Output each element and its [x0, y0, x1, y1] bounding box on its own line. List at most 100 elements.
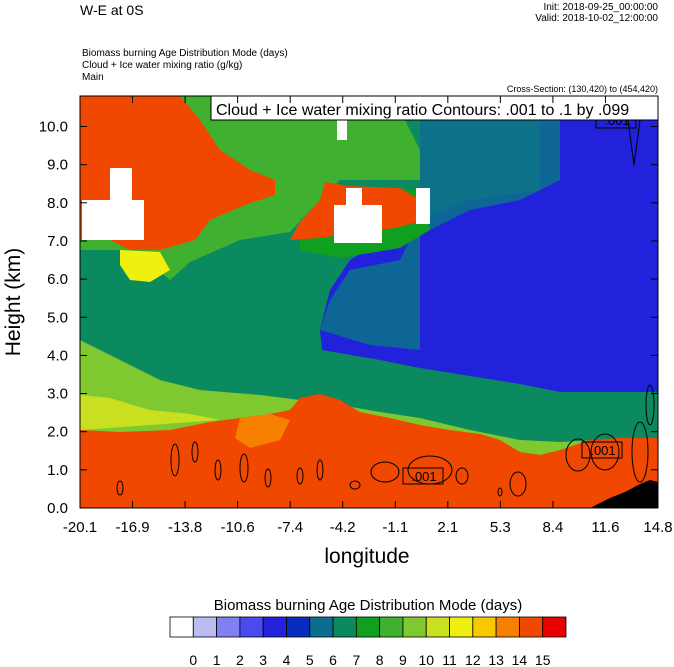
contour-info-box: [210, 95, 659, 121]
y-tick-label: 0.0: [47, 500, 68, 517]
init-time: Init: 2018-09-25_00:00:00: [543, 2, 658, 13]
colorbar-label: 7: [352, 652, 360, 667]
contour-value-label: .001: [411, 469, 436, 484]
terrain: [590, 480, 658, 508]
x-axis-title: longitude: [324, 545, 409, 568]
cloud-contours: [116, 119, 655, 497]
colorbar-label: 1: [213, 652, 221, 667]
colorbar-label: 9: [399, 652, 407, 667]
colorbar-swatch: [286, 616, 311, 638]
colorbar-swatch: [169, 616, 194, 638]
colorbar-label: 15: [535, 652, 551, 667]
x-tick-label: 5.3: [490, 519, 511, 536]
colorbar-label: 13: [488, 652, 504, 667]
contour-line: [116, 480, 124, 496]
colorbar-swatch: [449, 616, 474, 638]
field-region-yellowgreen-west: [80, 395, 220, 430]
colorbar-swatch: [519, 616, 544, 638]
contour-line: [590, 433, 620, 471]
contour-line: [349, 480, 361, 490]
contour-line: [296, 467, 304, 485]
y-tick-label: 4.0: [47, 347, 68, 364]
contour-value-box: [402, 467, 444, 485]
field-line-3: Main: [82, 72, 104, 83]
filled-contour-field: [80, 96, 658, 508]
y-tick-label: 7.0: [47, 233, 68, 250]
colorbar-swatch: [332, 616, 357, 638]
x-tick-label: -4.2: [330, 519, 356, 536]
colorbar-swatch: [262, 616, 287, 638]
field-region-teal: [320, 96, 560, 350]
x-tick-label: 11.6: [591, 519, 619, 536]
x-tick-label: -1.1: [382, 519, 408, 536]
field-region-yellow: [120, 250, 170, 282]
y-tick-label: 2.0: [47, 424, 68, 441]
y-tick-label: 1.0: [47, 462, 68, 479]
colorbar-swatch: [495, 616, 520, 638]
field-region-white-5: [416, 188, 430, 224]
colorbar-swatch: [192, 616, 217, 638]
colorbar-label: 2: [236, 652, 244, 667]
colorbar-label: 3: [259, 652, 267, 667]
colorbar-title: Biomass burning Age Distribution Mode (d…: [214, 597, 522, 614]
colorbar-label: 6: [329, 652, 337, 667]
colorbar-label: 12: [465, 652, 481, 667]
field-line-2: Cloud + Ice water mixing ratio (g/kg): [82, 60, 243, 71]
contour-info-label: Cloud + Ice water mixing ratio Contours:…: [216, 102, 629, 119]
field-region-white-3: [334, 205, 382, 243]
y-tick-label: 5.0: [47, 309, 68, 326]
contour-line: [631, 421, 649, 483]
colorbar-swatch: [309, 616, 334, 638]
colorbar-swatch: [355, 616, 381, 638]
y-tick-label: 9.0: [47, 157, 68, 174]
x-tick-label: 14.8: [643, 519, 672, 536]
valid-time: Valid: 2018-10-02_12:00:00: [535, 13, 658, 24]
x-tick-label: -16.9: [115, 519, 149, 536]
y-axis-title: Height (km): [2, 248, 25, 357]
colorbar-label: 10: [418, 652, 434, 667]
field-region-white-4: [346, 188, 362, 210]
contour-line: [627, 119, 641, 166]
colorbar-label: 8: [376, 652, 384, 667]
x-tick-label: -20.1: [63, 519, 97, 536]
x-tick-label: -10.6: [221, 519, 255, 536]
x-axis: -20.1 -16.9 -13.8 -10.6 -7.4 -4.2 -1.1 2.1 5.3 8.…: [63, 96, 673, 536]
contour-line: [565, 438, 591, 472]
y-tick-label: 3.0: [47, 386, 68, 403]
field-line-1: Biomass burning Age Distribution Mode (d…: [82, 48, 288, 59]
contour-line: [191, 441, 199, 463]
contour-line: [509, 471, 527, 497]
contour-line: [239, 453, 249, 483]
contour-line: [170, 443, 180, 477]
y-tick-label: 8.0: [47, 195, 68, 212]
contour-line: [370, 461, 400, 483]
x-tick-label: -7.4: [277, 519, 303, 536]
colorbar: [169, 616, 567, 638]
contour-line: [264, 468, 272, 488]
x-tick-label: 8.4: [542, 519, 563, 536]
contour-line: [645, 384, 655, 426]
contour-value-box: [581, 441, 623, 459]
contour-value-label: .001: [590, 443, 615, 458]
field-region-red-boundary: [80, 394, 658, 508]
plot-title: W-E at 0S: [80, 2, 144, 18]
x-tick-label: 2.1: [437, 519, 458, 536]
colorbar-labels: 0 1 2 3 4 5 6 7 8 9 10 11 12 13 14 15: [189, 652, 550, 667]
colorbar-label: 0: [189, 652, 197, 667]
colorbar-swatch: [542, 616, 567, 638]
y-tick-label: 10.0: [39, 119, 68, 136]
colorbar-label: 4: [283, 652, 291, 667]
y-axis: 0.0 1.0 2.0 3.0 4.0 5.0 6.0 7.0 8.0 9.0 10.0: [39, 119, 658, 517]
field-region-orange-patch: [235, 414, 290, 448]
contour-line: [214, 459, 222, 481]
field-region-white-6: [337, 118, 347, 140]
colorbar-label: 11: [442, 652, 457, 667]
colorbar-swatch: [239, 616, 264, 638]
colorbar-swatch: [216, 616, 241, 638]
contour-line: [316, 459, 324, 481]
x-tick-label: -13.8: [168, 519, 202, 536]
colorbar-swatch: [472, 616, 497, 638]
contour-line: [497, 487, 503, 497]
cross-section-label: Cross-Section: (130,420) to (454,420): [506, 84, 658, 94]
